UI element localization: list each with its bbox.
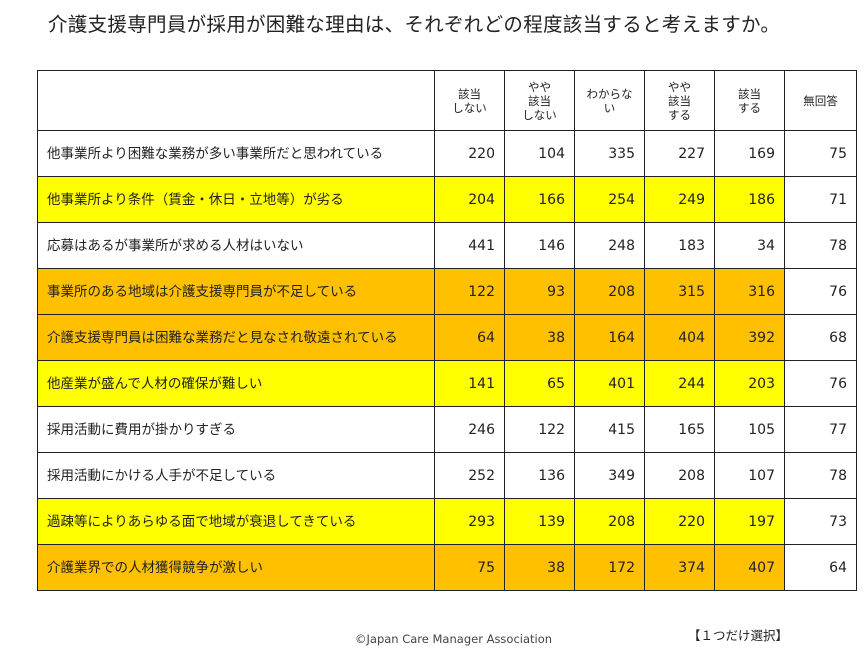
value-cell: 164 xyxy=(574,314,645,361)
value-cell: 246 xyxy=(434,406,505,453)
value-cell: 75 xyxy=(784,130,857,177)
value-cell: 105 xyxy=(714,406,785,453)
value-cell: 208 xyxy=(574,498,645,545)
value-cell: 208 xyxy=(644,452,715,499)
column-header: やや 該当 しない xyxy=(504,70,575,131)
value-cell: 64 xyxy=(434,314,505,361)
value-cell: 107 xyxy=(714,452,785,499)
table-row: 応募はあるが事業所が求める人材はいない 441 146 248 183 34 78 xyxy=(37,222,857,269)
value-cell: 76 xyxy=(784,268,857,315)
table-body: 他事業所より困難な業務が多い事業所だと思われている 220 104 335 227 169… xyxy=(37,130,857,591)
value-cell: 252 xyxy=(434,452,505,499)
table-row: 過疎等によりあらゆる面で地域が衰退してきている 293 139 208 220 197 73 xyxy=(37,498,857,545)
survey-table: 該当 しない やや 該当 しない わからない やや 該当 する 該当 する 無回答 他事業所… xyxy=(37,70,857,591)
value-cell: 64 xyxy=(784,544,857,591)
row-label: 応募はあるが事業所が求める人材はいない xyxy=(37,222,435,269)
table-row: 介護支援専門員は困難な業務だと見なされ敬遠されている 64 38 164 404 392 6… xyxy=(37,314,857,361)
value-cell: 38 xyxy=(504,544,575,591)
column-header: 無回答 xyxy=(784,70,857,131)
value-cell: 401 xyxy=(574,360,645,407)
table-row: 他産業が盛んで人材の確保が難しい 141 65 401 244 203 76 xyxy=(37,360,857,407)
value-cell: 146 xyxy=(504,222,575,269)
value-cell: 404 xyxy=(644,314,715,361)
row-label: 採用活動にかける人手が不足している xyxy=(37,452,435,499)
value-cell: 78 xyxy=(784,222,857,269)
value-cell: 166 xyxy=(504,176,575,223)
value-cell: 315 xyxy=(644,268,715,315)
row-label: 介護業界での人材獲得競争が激しい xyxy=(37,544,435,591)
value-cell: 71 xyxy=(784,176,857,223)
table-row: 採用活動にかける人手が不足している 252 136 349 208 107 78 xyxy=(37,452,857,499)
page-title: 介護支援専門員が採用が困難な理由は、それぞれどの程度該当すると考えますか。 xyxy=(48,13,781,36)
value-cell: 349 xyxy=(574,452,645,499)
value-cell: 415 xyxy=(574,406,645,453)
value-cell: 122 xyxy=(504,406,575,453)
column-header: 該当 しない xyxy=(434,70,505,131)
value-cell: 208 xyxy=(574,268,645,315)
row-label: 事業所のある地域は介護支援専門員が不足している xyxy=(37,268,435,315)
value-cell: 169 xyxy=(714,130,785,177)
value-cell: 68 xyxy=(784,314,857,361)
column-header: 該当 する xyxy=(714,70,785,131)
column-header: やや 該当 する xyxy=(644,70,715,131)
value-cell: 220 xyxy=(644,498,715,545)
table-header-row: 該当 しない やや 該当 しない わからない やや 該当 する 該当 する 無回答 xyxy=(37,70,857,131)
value-cell: 244 xyxy=(644,360,715,407)
row-label: 介護支援専門員は困難な業務だと見なされ敬遠されている xyxy=(37,314,435,361)
row-label: 他事業所より条件（賃金・休日・立地等）が劣る xyxy=(37,176,435,223)
value-cell: 293 xyxy=(434,498,505,545)
value-cell: 186 xyxy=(714,176,785,223)
value-cell: 316 xyxy=(714,268,785,315)
value-cell: 392 xyxy=(714,314,785,361)
value-cell: 75 xyxy=(434,544,505,591)
value-cell: 136 xyxy=(504,452,575,499)
value-cell: 73 xyxy=(784,498,857,545)
value-cell: 165 xyxy=(644,406,715,453)
value-cell: 34 xyxy=(714,222,785,269)
value-cell: 227 xyxy=(644,130,715,177)
value-cell: 65 xyxy=(504,360,575,407)
header-corner-cell xyxy=(37,70,435,131)
value-cell: 93 xyxy=(504,268,575,315)
value-cell: 203 xyxy=(714,360,785,407)
row-label: 他産業が盛んで人材の確保が難しい xyxy=(37,360,435,407)
value-cell: 104 xyxy=(504,130,575,177)
table-row: 採用活動に費用が掛かりすぎる 246 122 415 165 105 77 xyxy=(37,406,857,453)
table-row: 他事業所より条件（賃金・休日・立地等）が劣る 204 166 254 249 186 71 xyxy=(37,176,857,223)
value-cell: 335 xyxy=(574,130,645,177)
value-cell: 77 xyxy=(784,406,857,453)
value-cell: 38 xyxy=(504,314,575,361)
row-label: 他事業所より困難な業務が多い事業所だと思われている xyxy=(37,130,435,177)
selection-note: 【１つだけ選択】 xyxy=(688,628,789,643)
row-label: 過疎等によりあらゆる面で地域が衰退してきている xyxy=(37,498,435,545)
value-cell: 183 xyxy=(644,222,715,269)
value-cell: 204 xyxy=(434,176,505,223)
value-cell: 441 xyxy=(434,222,505,269)
value-cell: 249 xyxy=(644,176,715,223)
value-cell: 220 xyxy=(434,130,505,177)
value-cell: 254 xyxy=(574,176,645,223)
copyright-text: ©Japan Care Manager Association xyxy=(355,632,553,646)
value-cell: 374 xyxy=(644,544,715,591)
value-cell: 139 xyxy=(504,498,575,545)
row-label: 採用活動に費用が掛かりすぎる xyxy=(37,406,435,453)
value-cell: 76 xyxy=(784,360,857,407)
table-row: 事業所のある地域は介護支援専門員が不足している 122 93 208 315 316 76 xyxy=(37,268,857,315)
column-header: わからない xyxy=(574,70,645,131)
value-cell: 197 xyxy=(714,498,785,545)
value-cell: 141 xyxy=(434,360,505,407)
value-cell: 172 xyxy=(574,544,645,591)
value-cell: 407 xyxy=(714,544,785,591)
value-cell: 248 xyxy=(574,222,645,269)
value-cell: 78 xyxy=(784,452,857,499)
table-row: 他事業所より困難な業務が多い事業所だと思われている 220 104 335 227 169… xyxy=(37,130,857,177)
value-cell: 122 xyxy=(434,268,505,315)
table-row: 介護業界での人材獲得競争が激しい 75 38 172 374 407 64 xyxy=(37,544,857,591)
